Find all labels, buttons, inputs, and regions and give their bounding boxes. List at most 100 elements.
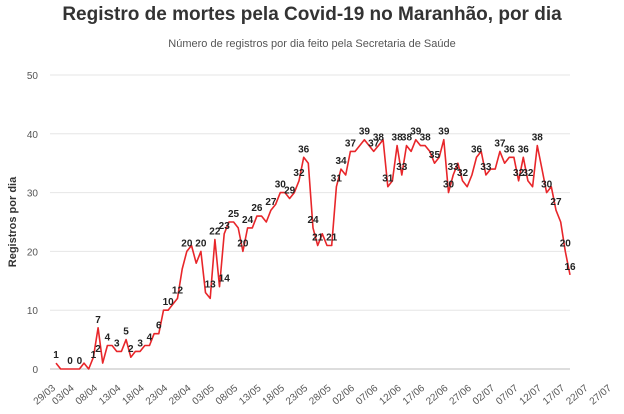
data-label: 35	[429, 150, 441, 161]
x-tick-label: 17/06	[401, 383, 428, 408]
x-tick-label: 27/06	[448, 383, 475, 408]
x-tick-label: 08/04	[74, 383, 101, 408]
data-label: 30	[275, 180, 287, 191]
y-tick-label: 0	[32, 365, 38, 376]
data-label: 3	[114, 338, 120, 349]
x-tick-label: 07/06	[354, 383, 381, 408]
data-label: 32	[522, 168, 534, 179]
data-label: 25	[228, 209, 240, 220]
y-tick-label: 10	[27, 306, 39, 317]
data-label: 7	[95, 315, 101, 326]
x-tick-label: 08/05	[214, 383, 241, 408]
data-label: 3	[137, 338, 143, 349]
x-tick-label: 12/07	[518, 383, 545, 408]
data-label: 32	[293, 168, 305, 179]
chart-subtitle: Número de registros por dia feito pela S…	[168, 38, 456, 50]
x-tick-label: 07/07	[494, 383, 521, 408]
data-label: 34	[335, 156, 347, 167]
data-label: 39	[359, 127, 371, 138]
data-label: 23	[219, 221, 231, 232]
data-label: 22	[209, 227, 221, 238]
x-tick-label: 23/05	[284, 383, 311, 408]
data-label: 1	[53, 350, 59, 361]
data-label: 37	[368, 138, 380, 149]
data-label: 37	[494, 138, 506, 149]
data-label: 39	[410, 127, 422, 138]
y-tick-label: 30	[27, 189, 39, 200]
data-label: 21	[326, 233, 338, 244]
data-label: 2	[95, 344, 101, 355]
data-label: 20	[237, 238, 249, 249]
x-axis-ticks: 29/0303/0408/0413/0418/0423/0428/0403/05…	[32, 383, 615, 408]
gridlines	[50, 74, 570, 370]
y-tick-label: 50	[27, 71, 39, 82]
y-axis-ticks: 0 10 20 30 40 50	[27, 71, 39, 376]
data-label: 29	[284, 185, 296, 196]
data-label: 10	[163, 297, 175, 308]
x-tick-label: 18/04	[120, 383, 147, 408]
x-tick-label: 02/07	[471, 383, 498, 408]
data-label: 4	[105, 332, 111, 343]
data-label: 26	[251, 203, 263, 214]
data-label: 13	[205, 280, 217, 291]
data-label: 1	[91, 350, 97, 361]
chart-title: Registro de mortes pela Covid-19 no Mara…	[62, 4, 562, 25]
data-label: 39	[438, 127, 450, 138]
data-label: 2	[128, 344, 134, 355]
data-label: 5	[123, 327, 129, 338]
data-label: 21	[312, 233, 324, 244]
y-tick-label: 40	[27, 130, 39, 141]
data-label: 24	[307, 215, 319, 226]
x-tick-label: 23/04	[144, 383, 171, 408]
x-tick-label: 13/05	[237, 383, 264, 408]
data-label: 20	[560, 238, 572, 249]
data-label: 6	[156, 321, 162, 332]
data-label: 20	[181, 238, 193, 249]
data-label: 27	[550, 197, 562, 208]
series-line	[55, 138, 571, 370]
x-tick-label: 17/07	[541, 383, 568, 408]
data-label: 31	[331, 174, 343, 185]
y-axis-label: Registros por dia	[7, 176, 19, 267]
x-tick-label: 22/07	[564, 383, 591, 408]
x-tick-label: 22/06	[424, 383, 451, 408]
data-label: 36	[518, 144, 530, 155]
data-label: 32	[513, 168, 525, 179]
data-label: 12	[172, 285, 184, 296]
data-label: 33	[480, 162, 492, 173]
data-label: 38	[392, 133, 404, 144]
data-label: 30	[541, 180, 553, 191]
x-tick-label: 18/05	[261, 383, 288, 408]
data-label: 36	[504, 144, 516, 155]
data-label: 24	[242, 215, 254, 226]
data-label: 37	[345, 138, 357, 149]
data-label: 27	[265, 197, 277, 208]
data-label: 38	[532, 133, 544, 144]
data-label: 20	[195, 238, 207, 249]
data-label: 14	[219, 274, 231, 285]
x-tick-label: 12/06	[377, 383, 404, 408]
x-tick-label: 03/04	[50, 383, 77, 408]
data-label: 38	[420, 133, 432, 144]
x-tick-label: 02/06	[331, 383, 358, 408]
data-label: 36	[471, 144, 483, 155]
x-tick-label: 13/04	[97, 383, 124, 408]
data-label: 0	[67, 356, 73, 367]
y-tick-label: 20	[27, 247, 39, 258]
data-label: 33	[448, 162, 460, 173]
series-group	[55, 138, 571, 370]
data-label: 16	[564, 262, 576, 273]
data-label: 32	[457, 168, 469, 179]
x-tick-label: 03/05	[191, 383, 218, 408]
data-label: 38	[373, 133, 385, 144]
data-label: 31	[382, 174, 394, 185]
data-label: 33	[396, 162, 408, 173]
data-label: 36	[298, 144, 310, 155]
data-label: 38	[401, 133, 413, 144]
data-label: 30	[443, 180, 455, 191]
x-tick-label: 28/04	[167, 383, 194, 408]
data-label: 4	[147, 332, 153, 343]
x-tick-label: 27/07	[588, 383, 615, 408]
